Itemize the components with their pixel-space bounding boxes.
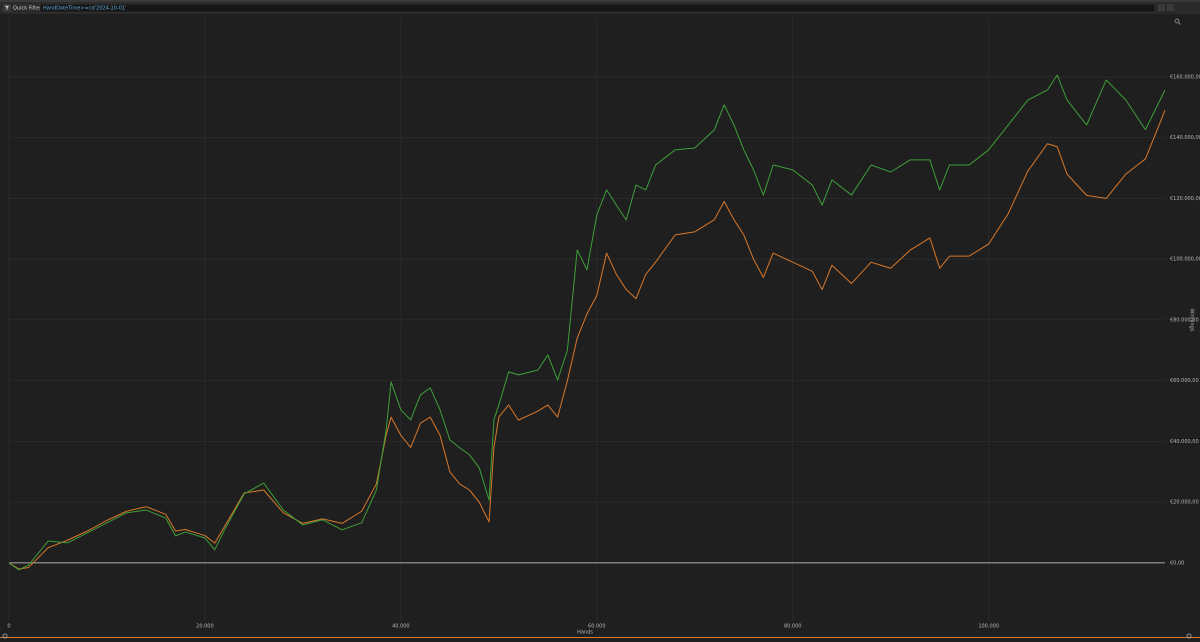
- y-tick-label: €100.000,00: [1170, 257, 1200, 263]
- y-tick-label: €20.000,00: [1170, 500, 1199, 506]
- title-strip: [0, 0, 1200, 2]
- settings-icon-left[interactable]: [2, 633, 8, 639]
- y-tick-label: €160.000,00: [1170, 74, 1200, 80]
- filter-button[interactable]: [3, 4, 11, 12]
- x-axis-label: Hands: [577, 630, 593, 636]
- zoom-icon[interactable]: [1174, 18, 1181, 25]
- series-line: [8, 110, 1166, 570]
- y-tick-label: €0,00: [1170, 560, 1184, 566]
- save-button[interactable]: [1158, 4, 1165, 11]
- x-tick-label: 60.000: [588, 624, 606, 630]
- filter-text[interactable]: HandDateTime>=cd'2024-10-01': [43, 6, 126, 12]
- y-tick-label: €120.000,00: [1170, 196, 1200, 202]
- status-line: [0, 637, 1200, 638]
- series-line: [8, 74, 1166, 571]
- y-tick-label: €140.000,00: [1170, 135, 1200, 141]
- x-tick-label: 0: [7, 624, 10, 630]
- x-tick-label: 20.000: [196, 624, 214, 630]
- x-tick-label: 40.000: [392, 624, 410, 630]
- settings-icon-right[interactable]: [1186, 633, 1192, 639]
- clear-button[interactable]: [1167, 4, 1174, 11]
- plot: 0 20.000 40.000 60.000 80.000 100.000 €0,00 €20…: [7, 18, 1200, 630]
- x-tick-label: 100.000: [978, 624, 999, 630]
- quick-filters-label[interactable]: Quick Filters: [13, 6, 44, 12]
- y-tick-label: €60.000,00: [1170, 378, 1199, 384]
- y-axis-label: Winnings: [1189, 309, 1195, 332]
- x-tick-label: 80.000: [784, 624, 802, 630]
- filter-input[interactable]: [39, 3, 1156, 13]
- y-tick-label: €80.000,00: [1170, 317, 1199, 323]
- y-tick-label: €40.000,00: [1170, 439, 1199, 445]
